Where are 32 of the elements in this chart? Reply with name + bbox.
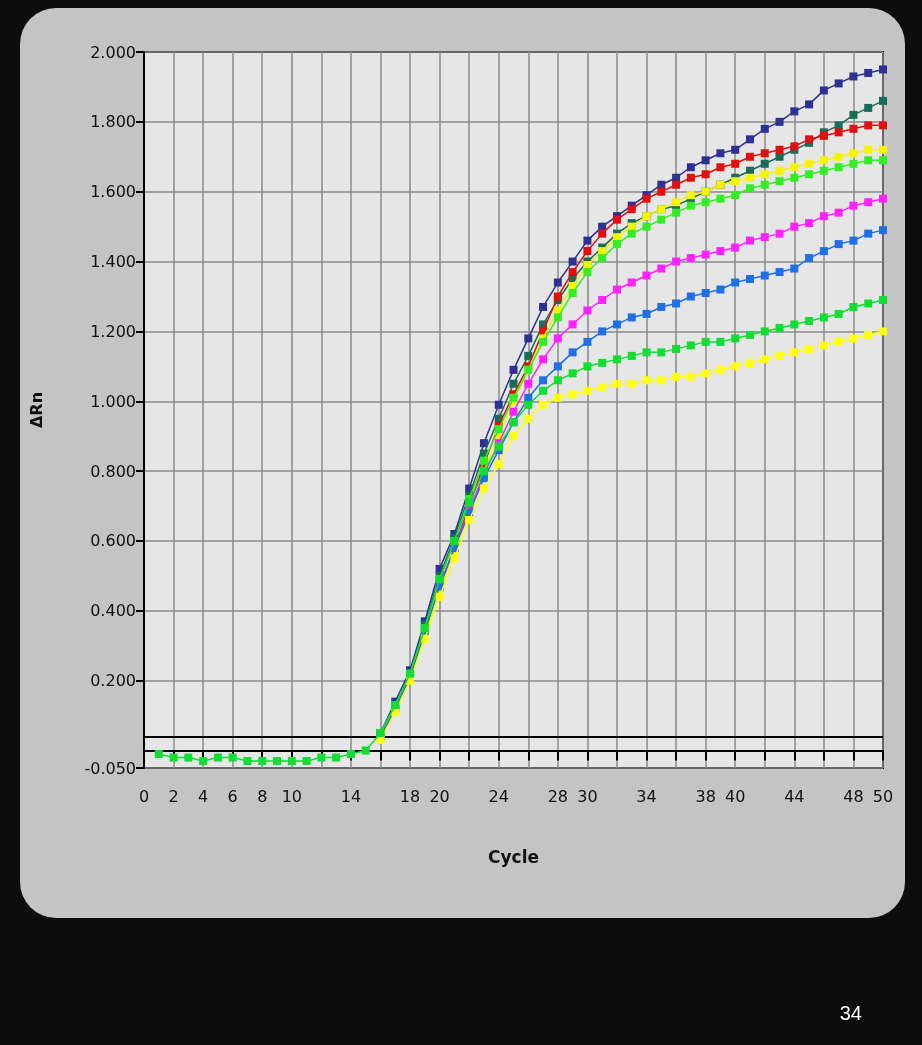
y-tick-label: 2.000 <box>90 42 136 62</box>
x-tick-label: 48 <box>843 786 864 806</box>
y-axis-title: ΔRn <box>26 391 46 429</box>
x-tick-label: 18 <box>399 786 421 806</box>
y-tick-label: 0.400 <box>90 601 136 621</box>
x-tick-label: 0 <box>138 786 150 806</box>
x-tick-label: 40 <box>725 786 746 806</box>
y-tick-label: 1.000 <box>90 391 136 411</box>
x-tick-label: 28 <box>547 786 569 806</box>
y-tick-label: 1.600 <box>90 182 136 202</box>
x-tick-label: 4 <box>198 786 209 806</box>
y-tick-label: -0.050 <box>84 758 136 778</box>
y-tick-label: 1.800 <box>90 112 136 132</box>
x-tick-label: 14 <box>340 786 362 806</box>
x-tick-label: 50 <box>872 786 894 806</box>
x-tick-label: 44 <box>784 786 805 806</box>
y-tick-label: 0.600 <box>90 531 136 551</box>
x-tick-label: 2 <box>168 786 179 806</box>
x-axis-title: Cycle <box>488 846 539 867</box>
x-tick-label: 30 <box>577 786 598 806</box>
text: 34 <box>839 1002 862 1025</box>
x-tick-label: 34 <box>636 786 657 806</box>
y-tick-label: 1.400 <box>90 252 136 272</box>
y-tick-label: 0.200 <box>90 671 136 691</box>
x-tick-label: 24 <box>488 786 509 806</box>
x-tick-label: 20 <box>429 786 450 806</box>
x-tick-label: 10 <box>281 786 302 806</box>
x-tick-label: 6 <box>227 786 238 806</box>
x-tick-label: 38 <box>695 786 716 806</box>
y-tick-label: 0.800 <box>90 461 136 481</box>
y-tick-label: 1.200 <box>90 321 136 341</box>
x-tick-label: 8 <box>257 786 268 806</box>
